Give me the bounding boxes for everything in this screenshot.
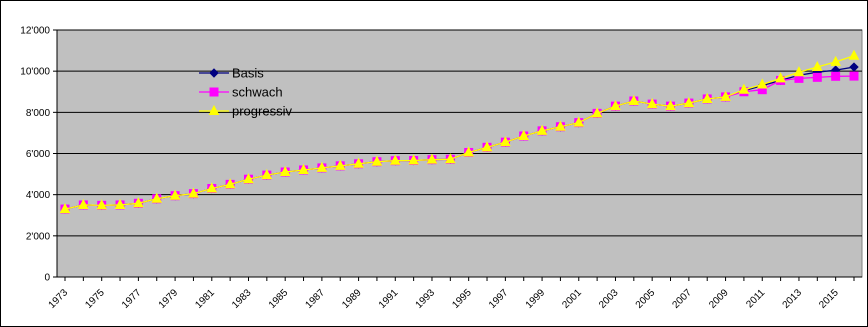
x-tick-label: 2009 bbox=[707, 287, 731, 311]
x-tick-label: 1995 bbox=[450, 287, 474, 311]
data-point-progressiv bbox=[389, 154, 401, 165]
x-tick-label: 2013 bbox=[781, 287, 805, 311]
data-point-progressiv bbox=[463, 146, 475, 157]
data-point-progressiv bbox=[848, 49, 860, 60]
data-point-progressiv bbox=[298, 163, 309, 174]
data-point-progressiv bbox=[628, 94, 640, 106]
x-tick-label: 2003 bbox=[597, 287, 621, 311]
data-point-progressiv bbox=[59, 203, 71, 214]
x-tick-label: 2001 bbox=[560, 287, 584, 311]
data-point-progressiv bbox=[151, 192, 163, 203]
data-point-schwach bbox=[831, 71, 841, 81]
y-axis-ticks: 0 2'000 4'000 6'000 8'000 10'000 12'000 bbox=[20, 26, 57, 284]
x-tick-label: 1991 bbox=[377, 287, 401, 311]
data-point-progressiv bbox=[646, 98, 658, 109]
x-tick-label: 1983 bbox=[230, 287, 254, 311]
y-tick-label: 6'000 bbox=[26, 149, 51, 160]
data-point-progressiv bbox=[830, 55, 841, 66]
data-point-progressiv bbox=[334, 159, 346, 170]
legend-marker-schwach bbox=[209, 87, 219, 97]
y-tick-label: 12'000 bbox=[20, 26, 50, 37]
data-point-progressiv bbox=[665, 100, 676, 111]
x-axis-ticks: 1973 1975 1977 1979 1981 1983 1985 1987 1989 1991… bbox=[47, 277, 855, 311]
data-point-progressiv bbox=[591, 107, 603, 118]
legend-label-basis: Basis bbox=[232, 66, 264, 81]
data-point-progressiv bbox=[169, 189, 181, 200]
x-tick-label: 1979 bbox=[157, 287, 181, 311]
y-tick-label: 0 bbox=[44, 273, 50, 284]
data-point-progressiv bbox=[279, 165, 291, 177]
data-point-progressiv bbox=[371, 155, 383, 166]
legend-item-schwach: schwach bbox=[199, 85, 283, 100]
legend-marker-basis bbox=[209, 68, 219, 78]
data-point-progressiv bbox=[426, 153, 438, 164]
data-point-progressiv bbox=[793, 66, 805, 77]
legend-marker-progressiv bbox=[208, 104, 220, 115]
data-point-progressiv bbox=[96, 199, 108, 210]
x-tick-label: 1977 bbox=[120, 287, 144, 311]
data-point-progressiv bbox=[775, 72, 786, 83]
data-point-progressiv bbox=[573, 116, 585, 127]
data-point-basis bbox=[849, 62, 859, 72]
data-point-progressiv bbox=[188, 187, 199, 198]
y-tick-label: 2'000 bbox=[26, 231, 51, 242]
x-tick-label: 2011 bbox=[744, 287, 767, 310]
x-tick-label: 1973 bbox=[47, 287, 71, 311]
x-tick-label: 1989 bbox=[340, 287, 364, 311]
data-point-progressiv bbox=[224, 178, 236, 189]
data-point-progressiv bbox=[206, 182, 218, 193]
data-point-progressiv bbox=[701, 92, 713, 103]
data-point-progressiv bbox=[536, 124, 548, 135]
data-point-progressiv bbox=[133, 197, 144, 208]
data-point-progressiv bbox=[353, 157, 364, 168]
data-point-progressiv bbox=[720, 90, 731, 101]
data-point-progressiv bbox=[408, 154, 419, 165]
series-progressiv bbox=[59, 49, 860, 214]
x-tick-label: 1999 bbox=[524, 287, 548, 311]
x-tick-label: 2007 bbox=[670, 287, 694, 311]
data-point-progressiv bbox=[481, 141, 493, 152]
data-point-schwach bbox=[812, 72, 822, 82]
x-tick-label: 1997 bbox=[487, 287, 511, 311]
data-point-progressiv bbox=[756, 78, 768, 89]
data-point-progressiv bbox=[78, 198, 89, 209]
data-point-progressiv bbox=[261, 169, 273, 180]
legend-label-progressiv: progressiv bbox=[232, 104, 292, 119]
data-point-progressiv bbox=[610, 100, 621, 111]
data-point-progressiv bbox=[683, 97, 695, 108]
y-tick-label: 10'000 bbox=[20, 67, 50, 78]
data-point-progressiv bbox=[738, 83, 750, 94]
data-point-progressiv bbox=[811, 60, 823, 72]
legend-label-schwach: schwach bbox=[232, 85, 283, 100]
legend-item-basis: Basis bbox=[199, 66, 264, 81]
x-tick-label: 2005 bbox=[634, 287, 658, 311]
data-point-progressiv bbox=[316, 161, 328, 172]
data-point-progressiv bbox=[114, 198, 126, 209]
data-point-schwach bbox=[849, 71, 859, 81]
x-tick-label: 2015 bbox=[817, 287, 841, 311]
x-tick-label: 1987 bbox=[303, 287, 327, 311]
data-point-progressiv bbox=[243, 173, 254, 184]
legend: Basis schwach progressiv bbox=[199, 66, 292, 119]
data-point-progressiv bbox=[555, 120, 566, 131]
x-tick-label: 1981 bbox=[193, 287, 217, 311]
data-point-progressiv bbox=[518, 129, 530, 141]
series-group bbox=[59, 49, 860, 214]
x-tick-label: 1975 bbox=[83, 287, 107, 311]
legend-item-progressiv: progressiv bbox=[199, 104, 292, 119]
y-tick-label: 8'000 bbox=[26, 108, 51, 119]
y-tick-label: 4'000 bbox=[26, 190, 51, 201]
data-point-progressiv bbox=[444, 153, 456, 164]
data-point-progressiv bbox=[500, 136, 511, 147]
x-tick-label: 1985 bbox=[267, 287, 291, 311]
x-tick-label: 1993 bbox=[414, 287, 438, 311]
